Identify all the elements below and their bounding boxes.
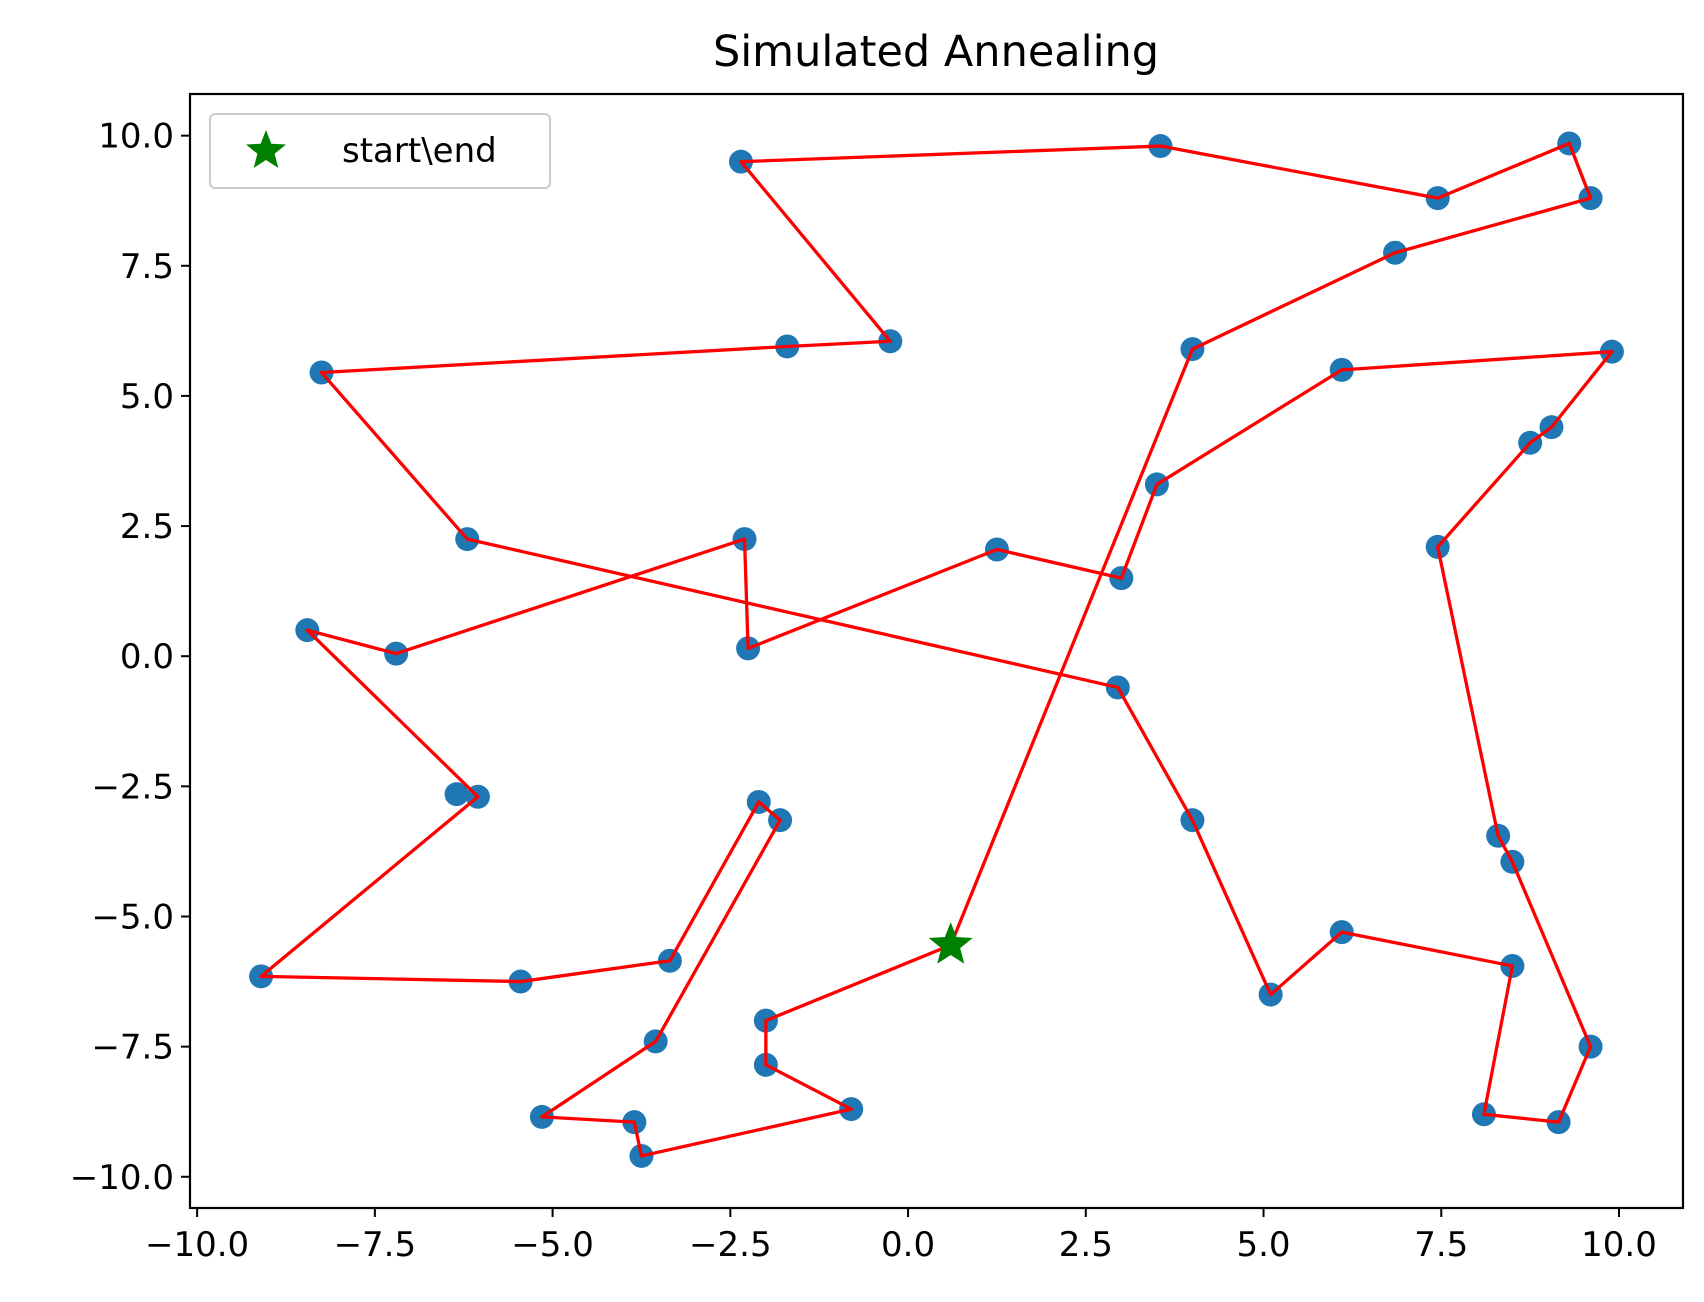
y-tick-label: 0.0	[120, 637, 174, 677]
y-axis: −10.0 −7.5 −5.0 −2.5 0.0 2.5 5.0 7.5 10.0	[70, 117, 190, 1198]
y-tick-label: −10.0	[70, 1158, 174, 1198]
route-segment	[465, 537, 1120, 690]
x-tick-label: 7.5	[1414, 1225, 1468, 1265]
route-segment	[654, 818, 782, 1044]
x-tick-label: 0.0	[881, 1225, 935, 1265]
route-segment	[1190, 818, 1273, 997]
route-segment	[1482, 964, 1515, 1116]
y-tick-label: −7.5	[91, 1028, 174, 1068]
route-segment	[995, 547, 1123, 580]
y-tick-label: 2.5	[120, 507, 174, 547]
route-segment	[949, 347, 1195, 947]
route-segment	[259, 795, 480, 979]
route-segment	[319, 344, 789, 375]
route-segment	[1190, 251, 1397, 351]
y-tick-label: −2.5	[91, 767, 174, 807]
route-segment	[540, 1039, 658, 1119]
route-segment	[1158, 144, 1440, 200]
route-segment	[739, 160, 892, 343]
route-segment	[1119, 482, 1159, 580]
route-segment	[1436, 441, 1532, 549]
route-segment	[639, 1107, 853, 1158]
x-tick-label: −7.5	[334, 1225, 417, 1265]
x-tick-label: −2.5	[689, 1225, 772, 1265]
route-segment	[764, 943, 953, 1023]
route-segment	[1436, 141, 1571, 200]
x-tick-label: −10.0	[145, 1225, 249, 1265]
route-segment	[394, 537, 747, 656]
route-segment	[1155, 368, 1344, 487]
legend-star-icon	[246, 130, 286, 168]
start-end-marker	[928, 922, 973, 964]
chart-title: Simulated Annealing	[713, 27, 1159, 77]
route-segment	[1496, 834, 1515, 864]
route-segment	[305, 628, 480, 799]
route-segment	[319, 370, 469, 541]
route-segment	[1268, 930, 1344, 997]
route-segment	[764, 1063, 853, 1111]
plot-frame	[188, 92, 1685, 1210]
route-segment	[785, 339, 892, 349]
x-tick-label: 10.0	[1581, 1225, 1657, 1265]
route-segment	[757, 800, 782, 822]
route-segment	[1340, 350, 1614, 372]
route-segment	[1340, 930, 1515, 968]
legend-label: start\end	[342, 131, 497, 171]
route-segment	[1567, 141, 1593, 200]
route-segment	[1482, 1112, 1561, 1124]
route-segment	[518, 959, 672, 984]
route-segment	[259, 974, 523, 984]
route-segment	[1393, 196, 1593, 255]
legend-box	[209, 113, 551, 189]
route-segment	[632, 1120, 644, 1158]
y-tick-label: 7.5	[120, 247, 174, 287]
start-layer	[928, 922, 973, 964]
points-layer	[249, 131, 1624, 1168]
x-tick-label: 2.5	[1059, 1225, 1113, 1265]
route-segment	[742, 537, 750, 651]
route-segment	[1116, 685, 1195, 822]
route-layer	[259, 141, 1614, 1158]
route-segment	[668, 800, 761, 963]
route-segment	[540, 1115, 636, 1124]
route-segment	[1436, 545, 1500, 838]
x-axis: −10.0 −7.5 −5.0 −2.5 0.0 2.5 5.0 7.5 10.0	[145, 1208, 1657, 1265]
route-segment	[305, 628, 398, 656]
legend: start\end	[209, 113, 551, 189]
route-segment	[739, 144, 1163, 164]
route-segment	[746, 547, 999, 651]
route-segment	[1528, 425, 1554, 445]
city-point	[444, 782, 469, 807]
route-segment	[1510, 860, 1593, 1049]
y-tick-label: −5.0	[91, 897, 174, 937]
x-tick-label: 5.0	[1236, 1225, 1290, 1265]
y-tick-label: 10.0	[98, 117, 174, 157]
x-tick-label: −5.0	[511, 1225, 594, 1265]
route-segment	[1556, 1044, 1593, 1124]
y-tick-label: 5.0	[120, 377, 174, 417]
route-segment	[1549, 350, 1614, 429]
